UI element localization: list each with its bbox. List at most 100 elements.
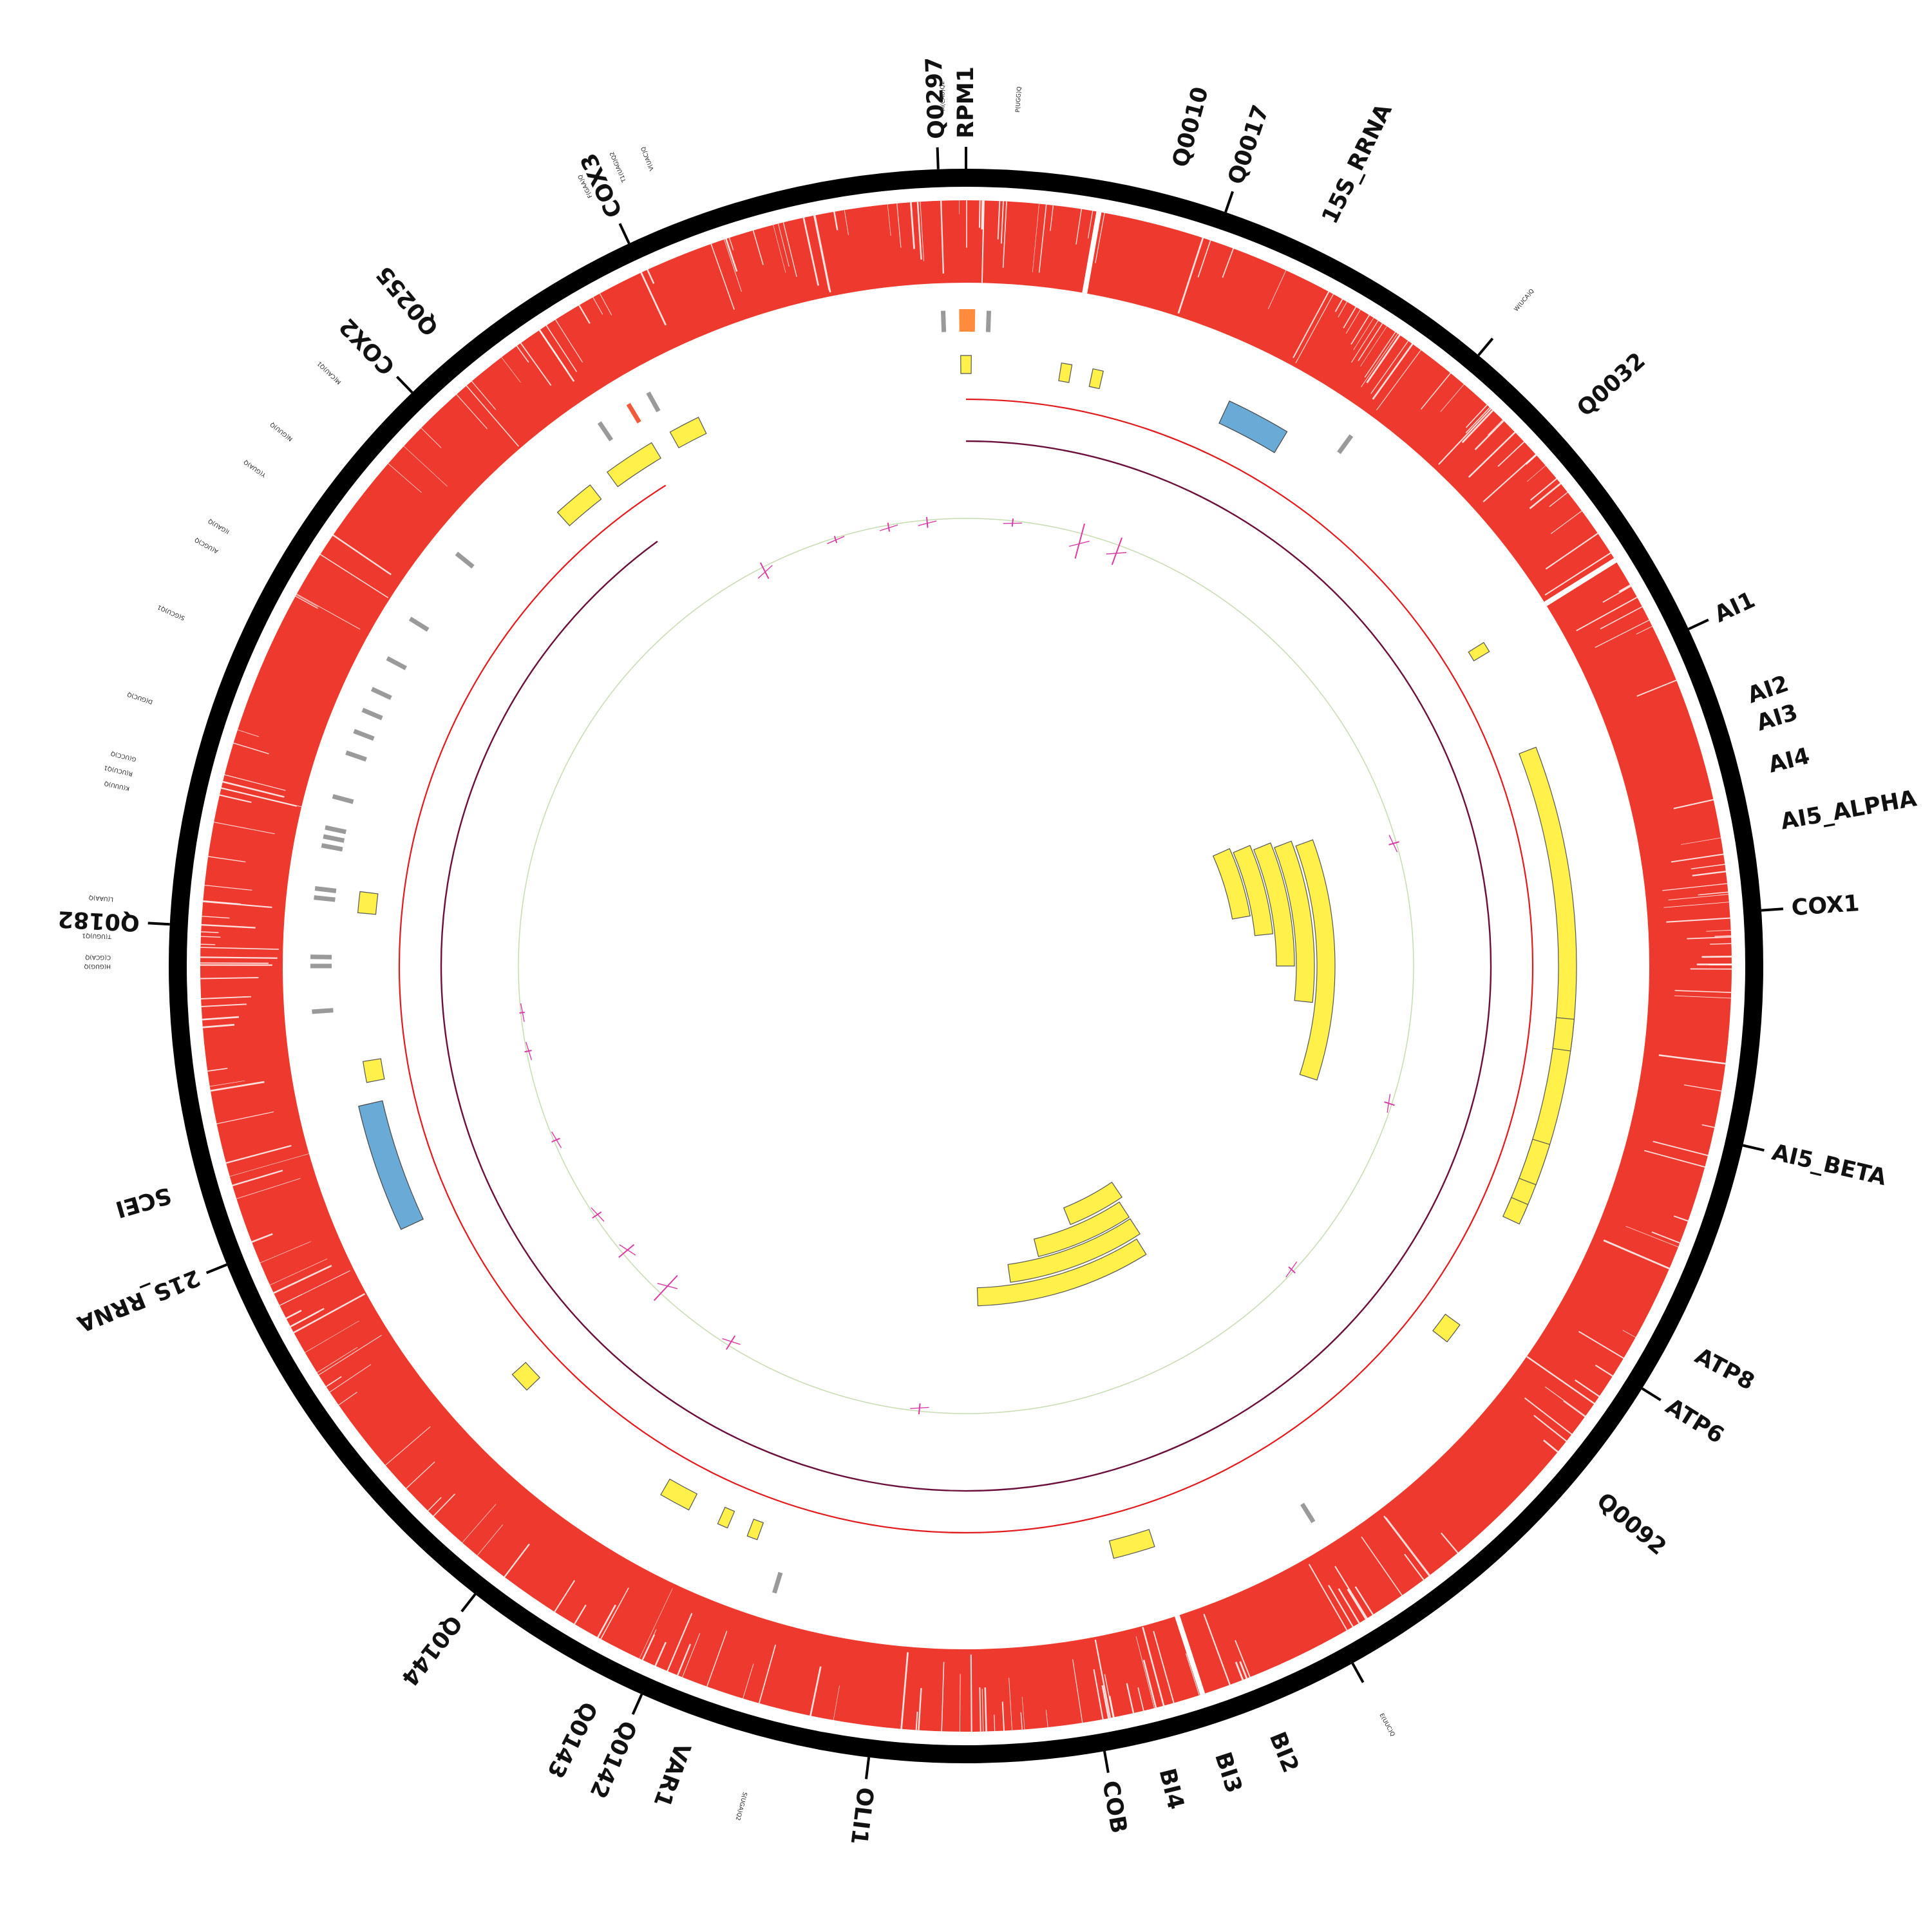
- coverage-dip: [1087, 211, 1094, 239]
- trna-label: L(UAA)Q: [89, 894, 114, 902]
- coverage-dip: [724, 239, 742, 292]
- coverage-dip: [236, 1178, 301, 1199]
- gene-label: Q0142: [584, 1717, 641, 1802]
- gene-feature: [606, 442, 661, 488]
- coverage-dip: [1135, 1636, 1155, 1709]
- coverage-dip: [592, 297, 603, 315]
- trna-label: M(CAU)Q1: [316, 360, 343, 385]
- coverage-dip: [844, 210, 849, 236]
- trna-feature: [312, 1008, 334, 1014]
- coverage-dip: [1526, 465, 1546, 482]
- trna-feature: [772, 1571, 783, 1594]
- coverage-dip: [385, 1426, 431, 1466]
- coverage-dip: [918, 1688, 922, 1730]
- coverage-dip: [1093, 1669, 1104, 1720]
- coverage-dip: [202, 1016, 240, 1021]
- coverage-dip: [555, 319, 583, 363]
- feature-track-layer: [310, 309, 1577, 1594]
- coverage-dip: [200, 936, 221, 938]
- coverage-dip: [1461, 410, 1494, 444]
- trna-label: P(UGG)Q: [1015, 86, 1023, 113]
- coverage-dip: [295, 596, 318, 609]
- coverage-dip: [909, 202, 915, 249]
- coverage-dip: [1625, 1226, 1679, 1247]
- coverage-dip: [706, 1631, 728, 1687]
- coverage-dip: [710, 243, 735, 310]
- gene-feature: [1552, 1017, 1575, 1052]
- coverage-dip: [1578, 1331, 1624, 1359]
- coverage-dip: [1543, 1439, 1558, 1453]
- gene-label: AI5_BETA: [1770, 1140, 1889, 1191]
- coverage-dip: [1222, 248, 1234, 278]
- outer-ring-layer: [147, 147, 1784, 1779]
- position-tick: [205, 1263, 227, 1274]
- coverage-dip: [318, 1334, 382, 1376]
- nested-gene-feature: [976, 1238, 1147, 1307]
- coverage-dip: [1383, 1515, 1430, 1577]
- coverage-dip: [773, 225, 786, 273]
- gene-feature: [1502, 1197, 1529, 1225]
- coverage-dip: [1137, 1687, 1144, 1711]
- coverage-dip: [1658, 1054, 1726, 1065]
- coverage-dip: [216, 1111, 274, 1124]
- position-tick: [1103, 1750, 1110, 1774]
- coverage-dip: [743, 1663, 754, 1699]
- gene-label: ATP8: [1690, 1343, 1759, 1396]
- coverage-dip: [1347, 1588, 1367, 1620]
- coverage-dip: [981, 200, 984, 230]
- coverage-dip: [1687, 936, 1732, 940]
- coverage-dip: [900, 1652, 909, 1729]
- strand-track-layer: [398, 398, 1534, 1534]
- trna-feature: [1300, 1502, 1316, 1524]
- position-tick: [1224, 191, 1235, 213]
- gene-feature: [362, 1058, 385, 1083]
- coverage-dip: [920, 202, 924, 261]
- gc-skew-spike: [618, 1244, 635, 1258]
- coverage-dip: [1295, 294, 1334, 363]
- gene-label: Q0092: [1592, 1488, 1671, 1560]
- coverage-dip: [1465, 407, 1490, 433]
- coverage-dip: [677, 1643, 692, 1676]
- gc-skew-spike: [726, 1335, 736, 1350]
- coverage-dip: [1142, 1627, 1165, 1706]
- trna-feature: [386, 656, 407, 670]
- trna-label: Y(GUA)Q: [243, 459, 268, 478]
- origin-feature: [959, 309, 976, 332]
- gc-skew-spike: [1074, 523, 1085, 559]
- coverage-dip: [477, 1524, 504, 1556]
- coverage-dip: [970, 1654, 972, 1732]
- coverage-dip: [260, 1241, 311, 1264]
- coverage-dip: [1662, 883, 1728, 891]
- gc-skew-spike: [1011, 518, 1014, 527]
- coverage-dip: [777, 223, 790, 267]
- trna-label: D(GUC)Q: [127, 690, 154, 705]
- coverage-dip: [1497, 441, 1525, 467]
- reverse-strand-track: [440, 440, 1492, 1492]
- coverage-dip: [1692, 871, 1727, 876]
- coverage-dip: [1651, 1231, 1680, 1244]
- coverage-dip: [1544, 552, 1611, 596]
- gene-label: BI2: [1264, 1728, 1303, 1776]
- coverage-dip: [1600, 606, 1643, 630]
- coverage-dip: [1001, 1701, 1005, 1731]
- coverage-dip: [1563, 1400, 1586, 1417]
- coverage-dip: [1239, 1661, 1248, 1679]
- coverage-dip: [388, 463, 422, 493]
- coverage-dip: [1372, 343, 1414, 400]
- gene-feature: [357, 891, 379, 915]
- coverage-dip: [984, 1687, 987, 1732]
- rrna-feature: [358, 1100, 424, 1230]
- trna-feature: [408, 616, 430, 632]
- position-tick: [864, 1757, 871, 1779]
- coverage-dip: [641, 1629, 657, 1660]
- coverage-dip: [317, 1347, 358, 1373]
- coverage-dip: [916, 202, 922, 260]
- gene-label: AI4: [1766, 743, 1812, 778]
- coverage-dip: [554, 1580, 576, 1613]
- coverage-dip: [296, 594, 361, 630]
- gene-label: Q0143: [542, 1698, 601, 1782]
- trna-feature: [626, 402, 641, 424]
- trna-label: H(GUG)Q: [84, 963, 111, 969]
- coverage-dip: [208, 856, 246, 863]
- gene-label: ATP6: [1661, 1394, 1728, 1449]
